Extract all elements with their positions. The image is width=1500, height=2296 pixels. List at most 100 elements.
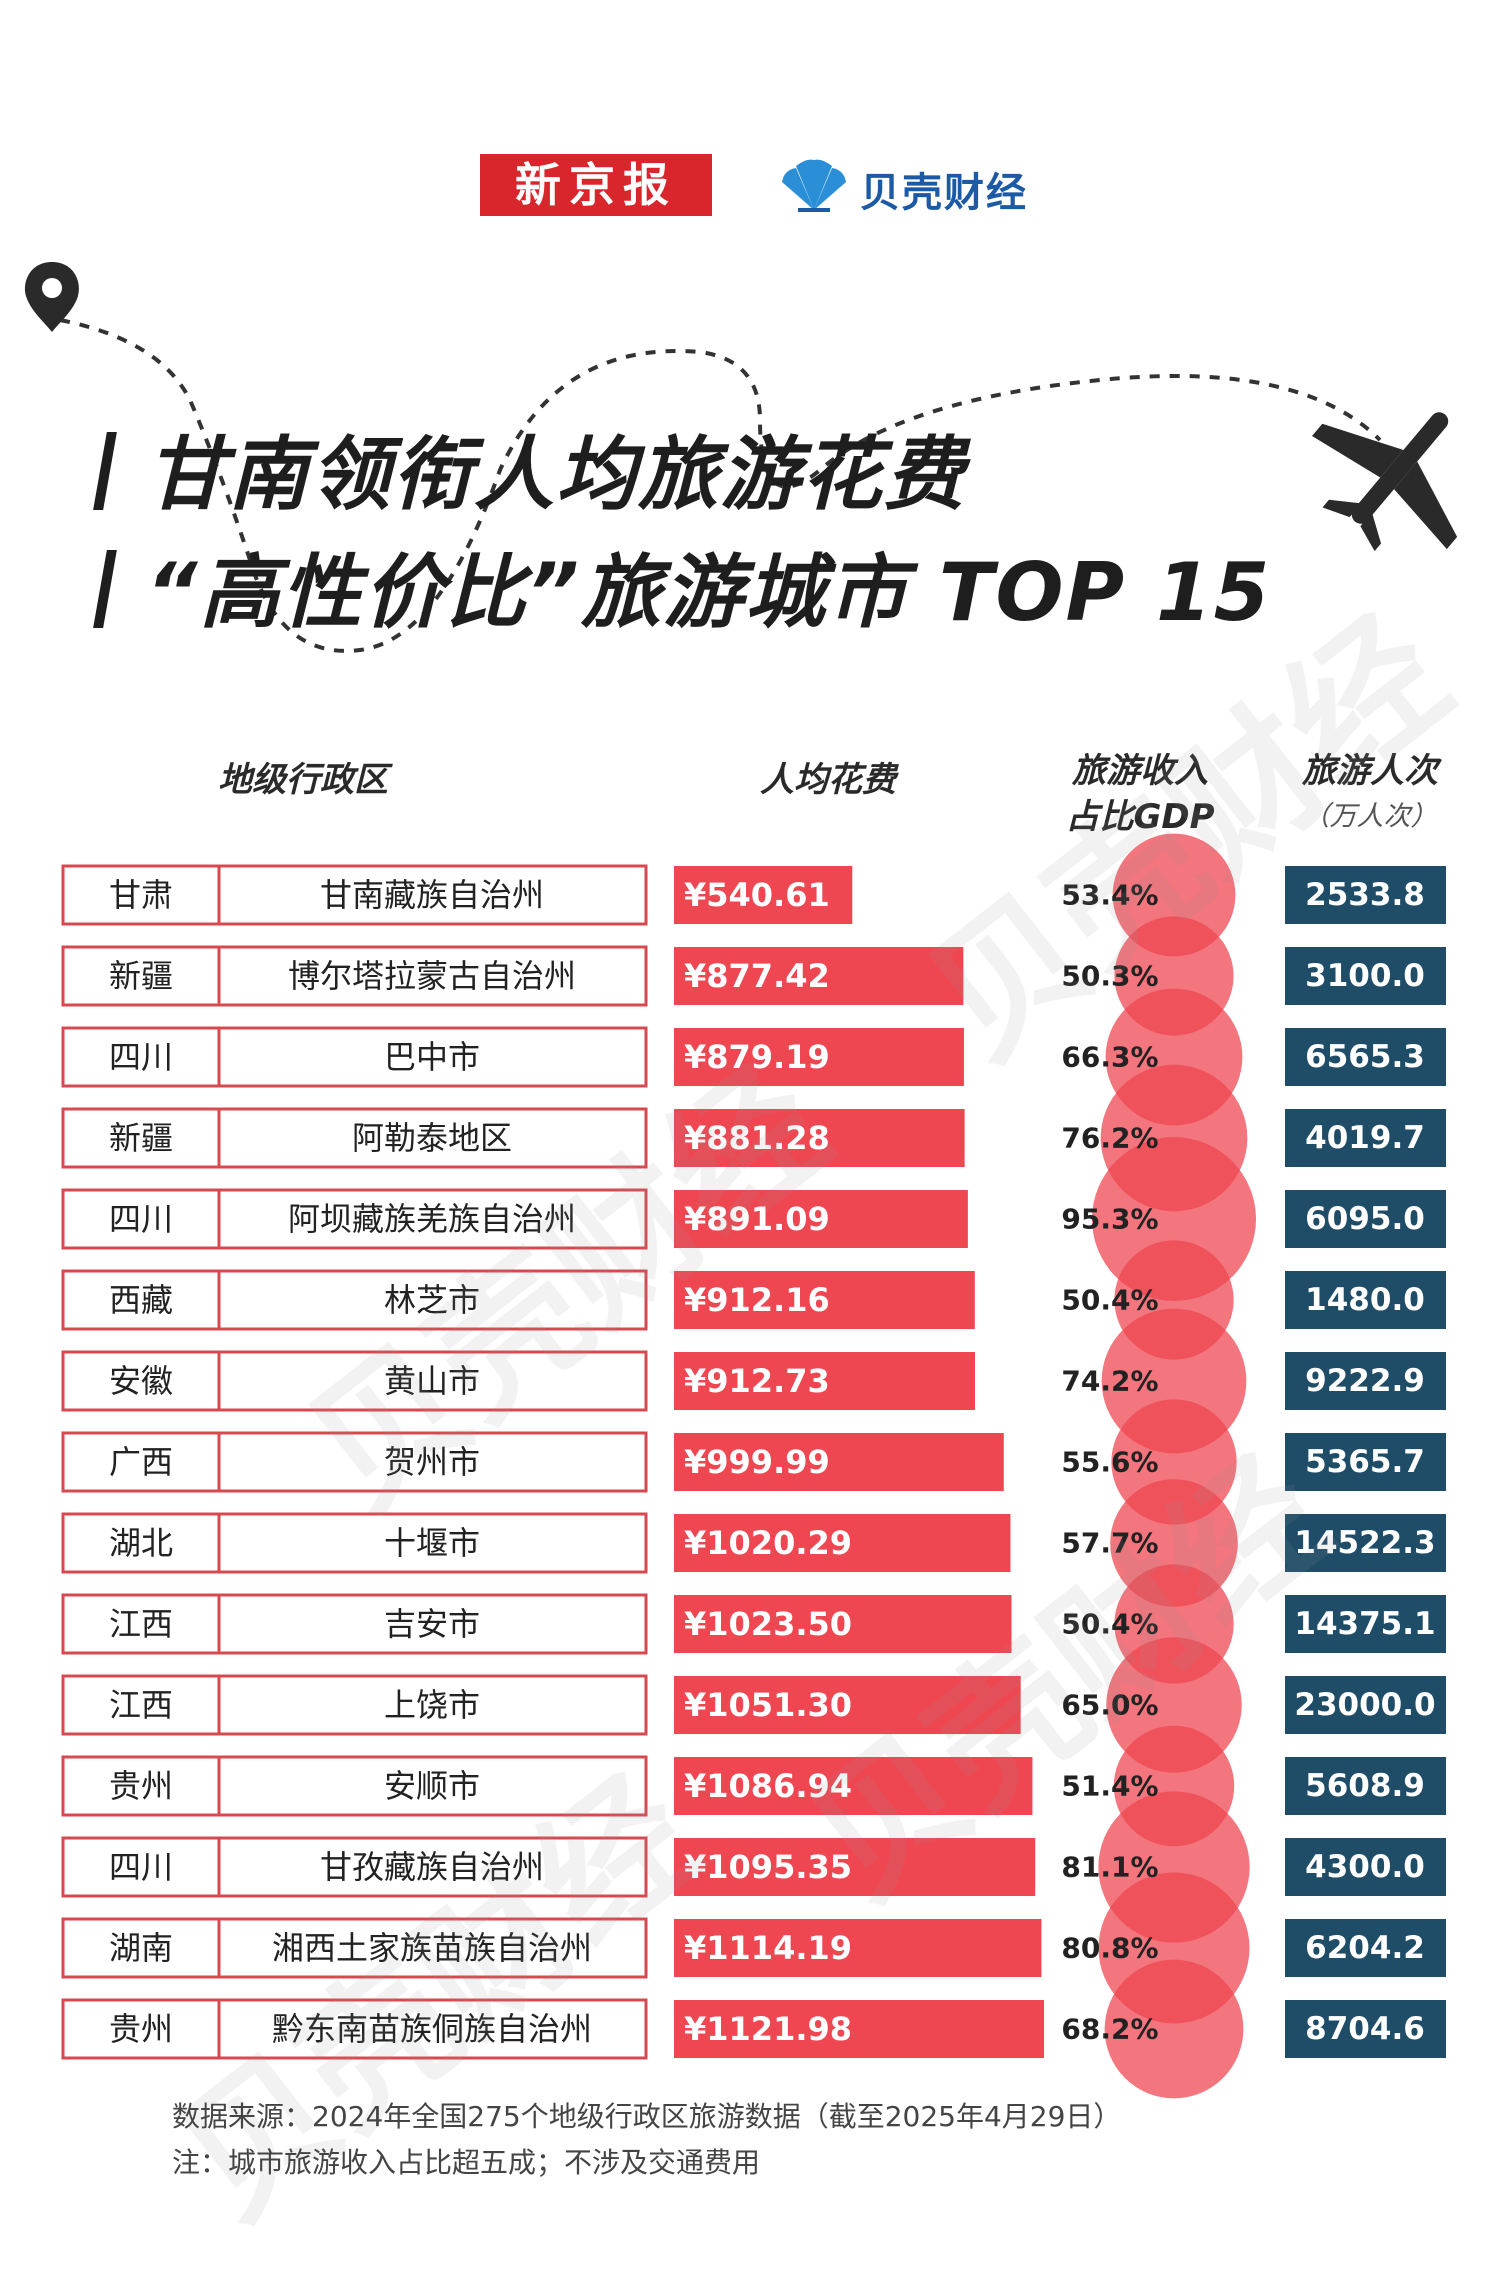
visits-label: 6565.3 — [1305, 1039, 1425, 1075]
footer-source: 数据来源：2024年全国275个地级行政区旅游数据（截至2025年4月29日） — [172, 2100, 1122, 2133]
share-labels: 53.4% 50.3% 66.3% 76.2% 95.3% 50.4% 74.2% 55.6%… — [1061, 879, 1158, 2046]
visits-label: 3100.0 — [1305, 958, 1425, 994]
beike-logo-text: 贝壳财经 — [860, 170, 1028, 216]
spend-bar — [674, 1109, 965, 1167]
table-row: 江西 吉安市 ¥1023.50 14375.1 — [61, 1593, 1446, 1655]
spend-label: ¥877.42 — [684, 957, 830, 995]
city-label: 十堰市 — [384, 1524, 480, 1562]
xjb-logo: 新京报 — [480, 154, 712, 216]
spend-bar — [674, 1514, 1011, 1572]
spend-label: ¥999.99 — [684, 1443, 830, 1481]
visits-box — [1285, 866, 1446, 924]
region-cell — [61, 1512, 648, 1574]
province-label: 西藏 — [109, 1281, 173, 1319]
footer-note: 注：城市旅游收入占比超五成；不涉及交通费用 — [172, 2146, 761, 2179]
flight-path — [59, 318, 1382, 653]
spend-label: ¥1095.35 — [684, 1848, 852, 1886]
visits-label: 9222.9 — [1305, 1363, 1425, 1399]
table-row: 湖北 十堰市 ¥1020.29 14522.3 — [61, 1512, 1446, 1574]
visits-label: 2533.8 — [1305, 877, 1425, 913]
visits-box — [1285, 1919, 1446, 1977]
province-label: 新疆 — [109, 957, 173, 995]
share-label: 65.0% — [1061, 1689, 1158, 1722]
header-logos: 新京报 贝壳财经 — [0, 150, 1500, 220]
visits-box — [1285, 1271, 1446, 1329]
share-label: 80.8% — [1061, 1932, 1158, 1965]
airplane-icon — [1312, 412, 1458, 552]
share-label: 55.6% — [1061, 1446, 1158, 1479]
spend-bar — [674, 1190, 968, 1248]
share-label: 95.3% — [1061, 1203, 1158, 1236]
city-label: 巴中市 — [384, 1038, 480, 1076]
visits-label: 23000.0 — [1294, 1687, 1435, 1723]
visits-label: 14522.3 — [1294, 1525, 1435, 1561]
share-label: 66.3% — [1061, 1041, 1158, 1074]
share-label: 50.3% — [1061, 960, 1158, 993]
visits-label: 4019.7 — [1305, 1120, 1425, 1156]
table-rows: 甘肃 甘南藏族自治州 ¥540.61 2533.8 新疆 博尔塔拉蒙古自治州 ¥877.42… — [61, 864, 1446, 2060]
share-label: 51.4% — [1061, 1770, 1158, 1803]
visits-label: 14375.1 — [1294, 1606, 1435, 1642]
column-header-spend: 人均花费 — [760, 760, 896, 800]
spend-bar — [674, 2000, 1044, 2058]
region-cell — [61, 1188, 648, 1250]
province-label: 四川 — [109, 1038, 173, 1076]
share-label: 76.2% — [1061, 1122, 1158, 1155]
province-label: 贵州 — [109, 2010, 173, 2048]
city-label: 阿勒泰地区 — [352, 1119, 512, 1157]
region-cell — [61, 864, 648, 926]
city-label: 湘西土家族苗族自治州 — [272, 1929, 592, 1967]
city-label: 吉安市 — [384, 1605, 480, 1643]
region-cell — [61, 1107, 648, 1169]
city-label: 黔东南苗族侗族自治州 — [272, 2010, 592, 2048]
spend-label: ¥540.61 — [684, 876, 830, 914]
visits-box — [1285, 1109, 1446, 1167]
city-label: 甘南藏族自治州 — [320, 876, 544, 914]
location-pin-icon — [25, 262, 79, 332]
share-label: 57.7% — [1061, 1527, 1158, 1560]
table-row: 四川 巴中市 ¥879.19 6565.3 — [61, 1026, 1446, 1088]
visits-label: 1480.0 — [1305, 1282, 1425, 1318]
province-label: 江西 — [109, 1605, 173, 1643]
share-bubble — [1104, 1959, 1244, 2099]
visits-label: 5365.7 — [1305, 1444, 1425, 1480]
column-header-visits: 旅游人次 （万人次） — [1302, 751, 1438, 832]
spend-label: ¥891.09 — [684, 1200, 830, 1238]
province-label: 广西 — [109, 1443, 173, 1481]
region-cell — [61, 1431, 648, 1493]
spend-bar — [674, 1595, 1012, 1653]
column-header-share: 旅游收入 占比GDP — [1065, 751, 1215, 837]
region-cell — [61, 1674, 648, 1736]
city-label: 甘孜藏族自治州 — [320, 1848, 544, 1886]
spend-bar — [674, 1352, 975, 1410]
spend-bar — [674, 1919, 1042, 1977]
region-cell — [61, 1998, 648, 2060]
spend-label: ¥1114.19 — [684, 1929, 852, 1967]
table-row: 甘肃 甘南藏族自治州 ¥540.61 2533.8 — [61, 864, 1446, 926]
visits-label: 4300.0 — [1305, 1849, 1425, 1885]
province-label: 安徽 — [109, 1362, 173, 1400]
spend-label: ¥881.28 — [684, 1119, 830, 1157]
visits-box — [1285, 1595, 1446, 1653]
visits-box — [1285, 947, 1446, 1005]
table-row: 新疆 阿勒泰地区 ¥881.28 4019.7 — [61, 1107, 1446, 1169]
spend-bar — [674, 1271, 975, 1329]
city-label: 黄山市 — [384, 1362, 480, 1400]
share-label: 68.2% — [1061, 2013, 1158, 2046]
spend-label: ¥1086.94 — [684, 1767, 852, 1805]
spend-label: ¥1023.50 — [684, 1605, 852, 1643]
region-cell — [61, 1026, 648, 1088]
table-row: 贵州 安顺市 ¥1086.94 5608.9 — [61, 1755, 1446, 1817]
province-label: 江西 — [109, 1686, 173, 1724]
region-cell — [61, 945, 648, 1007]
visits-box — [1285, 1190, 1446, 1248]
table-row: 江西 上饶市 ¥1051.30 23000.0 — [61, 1674, 1446, 1736]
visits-box — [1285, 1028, 1446, 1086]
region-cell — [61, 1593, 648, 1655]
spend-bar — [674, 1433, 1004, 1491]
visits-box — [1285, 2000, 1446, 2058]
spend-bar — [674, 866, 853, 924]
spend-bar — [674, 1028, 964, 1086]
spend-label: ¥912.16 — [684, 1281, 830, 1319]
